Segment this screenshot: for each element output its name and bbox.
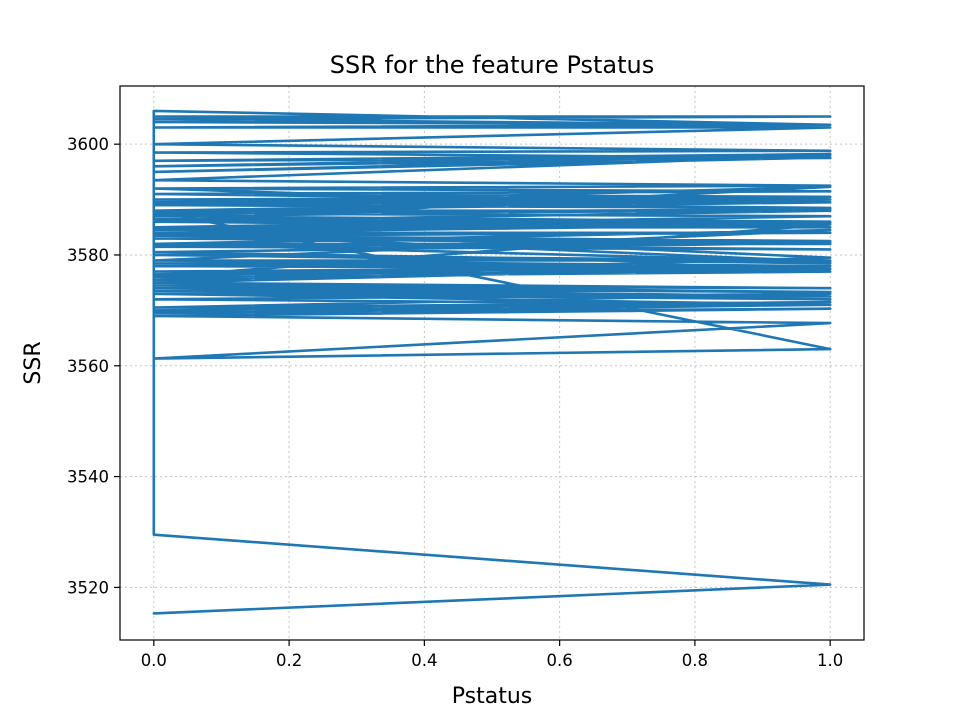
x-tick-label: 0.2 <box>276 651 302 670</box>
x-tick-label: 0.0 <box>141 651 167 670</box>
y-tick-label: 3520 <box>67 578 109 597</box>
plot-frame <box>119 85 865 641</box>
chart-title: SSR for the feature Pstatus <box>330 51 655 79</box>
series-layer <box>152 109 832 615</box>
y-tick-label: 3560 <box>67 357 109 376</box>
x-tick-label: 0.4 <box>411 651 437 670</box>
y-axis-label: SSR <box>21 341 46 384</box>
series-line <box>152 109 832 615</box>
y-axis-ticks: 3520 3540 3560 3580 3600 <box>67 135 120 597</box>
x-tick-label: 1.0 <box>817 651 843 670</box>
x-tick-label: 0.8 <box>682 651 708 670</box>
x-tick-label: 0.6 <box>547 651 573 670</box>
y-tick-label: 3600 <box>67 135 109 154</box>
y-tick-label: 3540 <box>67 468 109 487</box>
x-axis-label: Pstatus <box>452 684 532 709</box>
x-axis-ticks: 0.0 0.2 0.4 0.6 0.8 1.0 <box>141 640 843 670</box>
y-tick-label: 3580 <box>67 246 109 265</box>
